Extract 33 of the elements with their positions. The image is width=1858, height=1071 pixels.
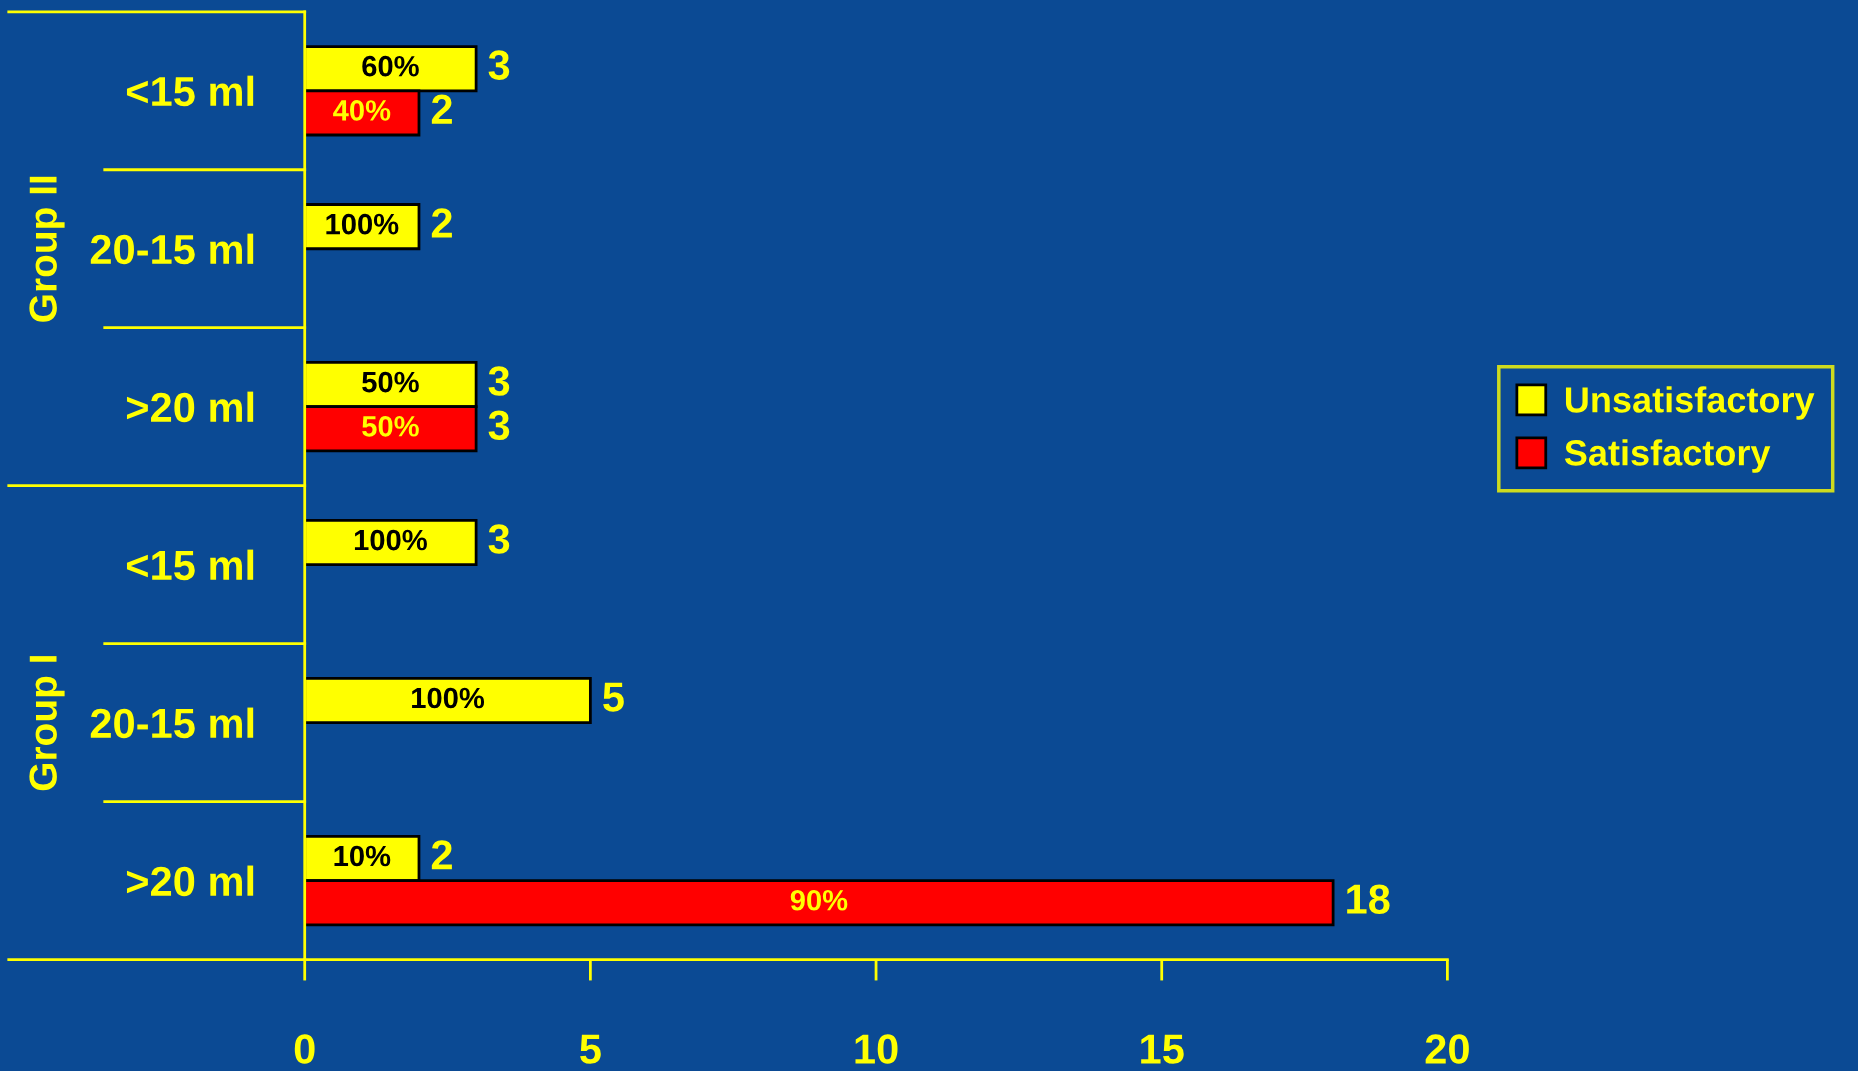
annotation: 60% [362,55,419,77]
data-label: 3 [488,366,510,396]
legend-label: Unsatisfactory [1565,386,1815,420]
x-tick-label: 15 [1141,1034,1184,1064]
annotation: 50% [362,416,419,437]
x-tick-label: 0 [294,1034,315,1064]
y-tick-label: 20-15 ml [90,233,254,265]
annotation: 100% [354,529,427,551]
annotation: 100% [412,687,485,709]
text: Group I [29,656,65,791]
data-label: 3 [488,524,510,554]
x-tick-label: 20 [1425,1034,1469,1064]
data-label: 2 [431,208,452,238]
annotation: 100% [326,213,399,235]
data-label: 2 [431,94,452,124]
x-tick-label: 5 [580,1034,601,1064]
y-tick-label: 20-15 ml [90,707,254,739]
annotation: 90% [790,889,848,911]
data-label: 18 [1347,884,1390,914]
annotation: 50% [362,371,419,393]
annotation: 40% [333,100,391,121]
data-label: 2 [431,840,452,870]
text: Group II [29,176,65,322]
y-tick-label: >20 ml [126,391,254,423]
y-tick-label: <15 ml [126,549,254,581]
y-tick-label: >20 ml [126,865,254,897]
data-label: 5 [603,682,624,712]
data-label: 3 [488,50,510,80]
y-tick-label: <15 ml [126,75,254,107]
x-tick-label: 10 [855,1034,898,1064]
legend-label: Satisfactory [1564,439,1771,473]
annotation: 10% [334,845,391,867]
data-label: 3 [488,410,510,441]
